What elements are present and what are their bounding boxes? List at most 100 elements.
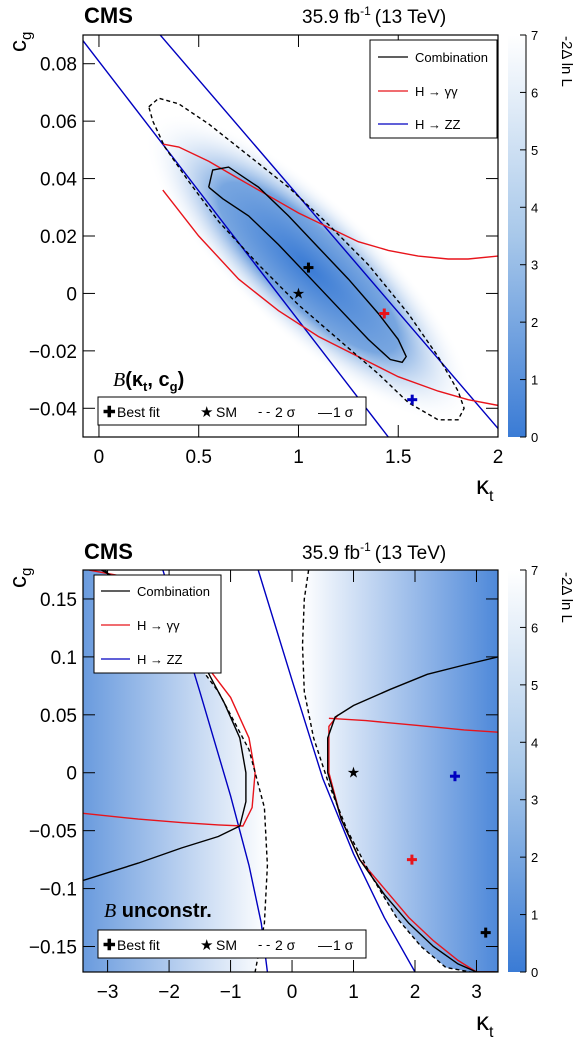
z-tick-label: 2 xyxy=(531,315,538,330)
contour-1 xyxy=(257,570,416,972)
marker-legend-2sigma-symbol: - - xyxy=(258,937,270,952)
y-tick-label: 0.02 xyxy=(40,227,77,248)
contour-3 xyxy=(328,714,495,972)
z-tick-label: 6 xyxy=(531,85,538,100)
marker-legend-bestfit: Best fit xyxy=(117,937,160,953)
legend: Combination H → γγ H → ZZ xyxy=(93,574,222,674)
z-tick-label: 7 xyxy=(531,28,538,43)
z-tick-label: 4 xyxy=(531,200,538,215)
y-tick-label: −0.04 xyxy=(29,399,78,420)
chart-panel-top: ★ 0 0.5 1 1.5 2 −0.04−0.0200.020.040.060.08 … xyxy=(5,3,574,505)
y-axis-ticks: −0.04 −0.02 0 0.02 0.04 0.06 0.08 xyxy=(29,55,498,420)
scenario-label: B unconstr. xyxy=(104,900,212,922)
x-tick-label: 0.5 xyxy=(186,447,212,468)
z-tick-label: 5 xyxy=(531,678,538,693)
contour-6 xyxy=(327,656,498,972)
z-tick-label: 2 xyxy=(531,850,538,865)
contour-0 xyxy=(83,40,389,437)
z-tick-label: 4 xyxy=(531,735,538,750)
plot-frame xyxy=(82,569,499,973)
y-tick-label: −0.05 xyxy=(29,822,77,843)
legend-label-gammagamma: H → γγ xyxy=(137,618,180,633)
z-tick-label: 5 xyxy=(531,143,538,158)
contour-1 xyxy=(159,35,498,429)
colorbar-gradient xyxy=(508,35,526,437)
legend-label-zz: H → ZZ xyxy=(415,117,461,132)
x-tick-label: 2 xyxy=(493,447,504,468)
colorbar-ticks: 0 1 2 3 4 5 6 7 xyxy=(520,563,538,980)
z-tick-label: 1 xyxy=(531,908,538,923)
legend-label-gammagamma: H → γγ xyxy=(415,84,458,99)
z-tick-label: 0 xyxy=(531,965,538,980)
best-fit-combination-marker xyxy=(480,927,491,938)
contour-lines xyxy=(83,35,498,437)
y-tick-label: 0.15 xyxy=(40,590,77,611)
x-axis-label: κt xyxy=(476,1006,494,1041)
x-tick-label: 3 xyxy=(471,982,482,1003)
y-tick-label: 0.08 xyxy=(40,55,77,76)
marker-legend-sm-symbol: ★ xyxy=(200,937,213,954)
z-tick-label: 1 xyxy=(531,373,538,388)
marker-legend-1sigma-symbol: — xyxy=(318,937,332,953)
marker-legend-1sigma-symbol: — xyxy=(318,404,332,420)
colorbar-ticks: 0 1 2 3 4 5 6 7 xyxy=(520,28,538,445)
x-axis-ticks: −3 −2 −1 0 1 2 3 xyxy=(97,570,482,1003)
best-fit-zz-marker xyxy=(449,771,460,782)
luminosity-label: 35.9 fb-1 (13 TeV) xyxy=(302,540,446,564)
x-axis-label: κt xyxy=(476,470,494,505)
marker-legend-1sigma: 1 σ xyxy=(333,404,354,420)
marker-legend-bestfit-symbol: ✚ xyxy=(103,937,116,954)
marker-legend-1sigma: 1 σ xyxy=(333,937,354,953)
y-tick-label: −0.02 xyxy=(29,342,77,363)
best-fit-combination-marker xyxy=(303,262,314,273)
marker-legend-sm-symbol: ★ xyxy=(200,404,213,421)
x-tick-label: −2 xyxy=(158,982,180,1003)
x-tick-label: 0 xyxy=(94,447,105,468)
sm-marker: ★ xyxy=(292,285,305,302)
luminosity-label: 35.9 fb-1 (13 TeV) xyxy=(302,4,446,28)
experiment-label: CMS xyxy=(84,3,133,28)
marker-legend: ✚ Best fit ★ SM - - 2 σ — 1 σ xyxy=(97,929,367,959)
contour-3 xyxy=(162,189,498,407)
contour-4 xyxy=(208,166,408,364)
marker-legend-bestfit: Best fit xyxy=(117,404,160,420)
legend-label-combination: Combination xyxy=(137,584,210,599)
contour-4 xyxy=(328,717,498,733)
best-fit-gammagamma-marker xyxy=(406,854,417,865)
y-tick-label: −0.1 xyxy=(39,880,77,901)
x-axis-ticks: 0 0.5 1 1.5 2 xyxy=(94,35,504,468)
experiment-label: CMS xyxy=(84,539,133,564)
y-tick-label: 0.04 xyxy=(40,170,77,191)
scenario-label: B(κt, cg) xyxy=(113,369,184,394)
x-tick-label: 1 xyxy=(348,982,359,1003)
marker-legend-sm: SM xyxy=(216,937,237,953)
legend-label-zz: H → ZZ xyxy=(137,652,183,667)
colorbar-label: -2Δ ln L xyxy=(558,572,574,623)
best-fit-zz-marker xyxy=(407,394,418,405)
x-tick-label: 1.5 xyxy=(385,447,411,468)
fit-markers: ★ xyxy=(347,765,491,938)
legend-box xyxy=(369,39,498,139)
contour-5 xyxy=(148,97,465,421)
z-tick-label: 0 xyxy=(531,430,538,445)
marker-legend-sm: SM xyxy=(216,404,237,420)
legend-label-combination: Combination xyxy=(415,50,488,65)
fit-markers: ★ xyxy=(292,262,418,405)
marker-legend-2sigma: 2 σ xyxy=(275,404,296,420)
y-tick-label: 0.06 xyxy=(40,112,77,133)
heat-region-right xyxy=(302,570,498,972)
marker-legend-2sigma-symbol: - - xyxy=(258,404,270,419)
contour-2 xyxy=(162,143,498,260)
z-tick-label: 6 xyxy=(531,620,538,635)
sm-marker: ★ xyxy=(347,765,360,782)
contour-7 xyxy=(104,570,269,972)
x-tick-label: −3 xyxy=(97,982,119,1003)
y-tick-label: 0.1 xyxy=(51,648,77,669)
colorbar: 0 1 2 3 4 5 6 7 -2Δ ln L xyxy=(508,28,574,445)
x-tick-label: −1 xyxy=(220,982,242,1003)
y-axis-label: cg xyxy=(5,32,35,52)
best-fit-gammagamma-marker xyxy=(379,308,390,319)
y-axis-ticks: −0.15 −0.1 −0.05 0 0.05 0.1 0.15 xyxy=(29,590,498,959)
